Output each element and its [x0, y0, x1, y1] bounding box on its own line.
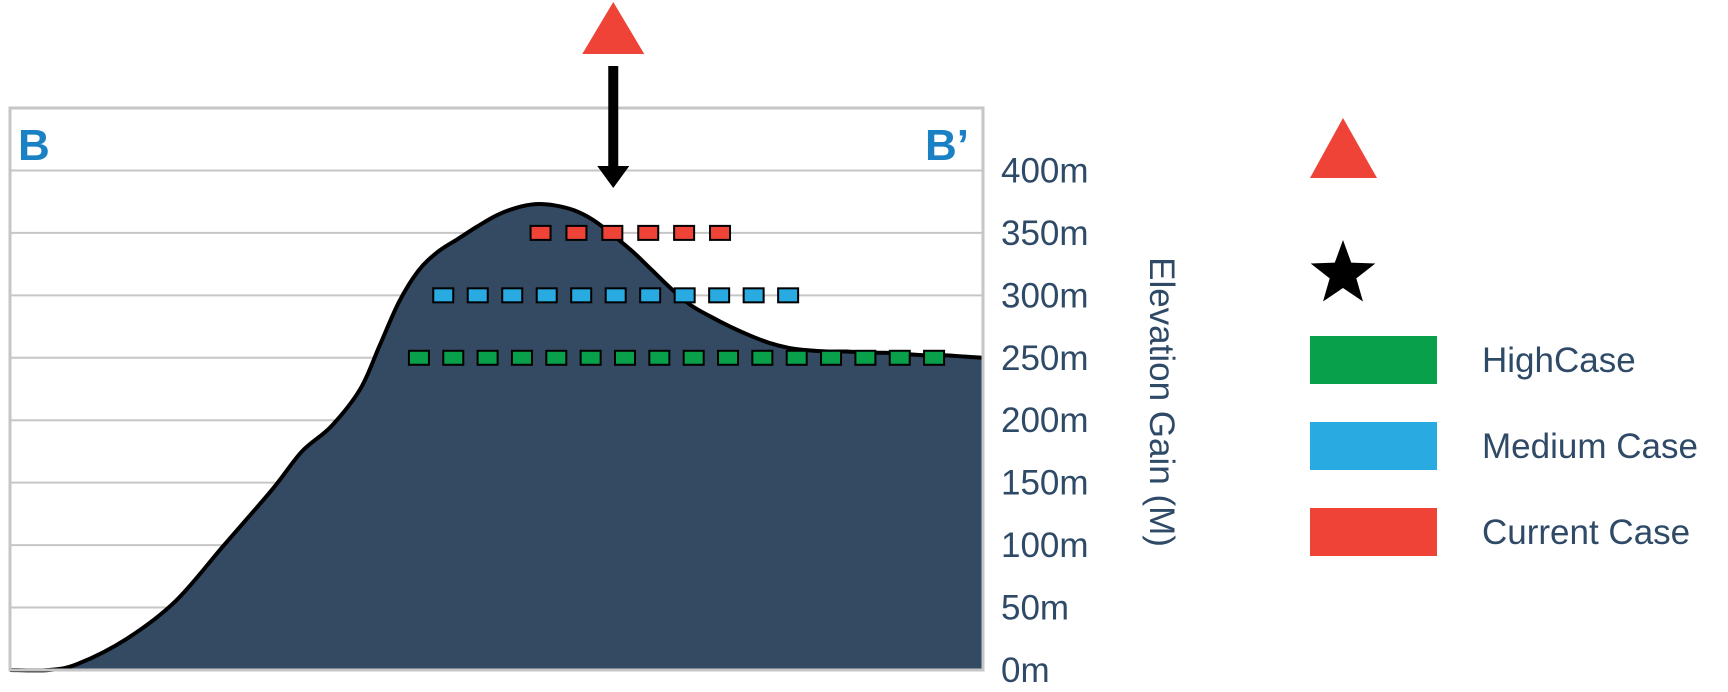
case-segment [637, 224, 660, 241]
star-icon [1310, 240, 1376, 302]
case-segment [673, 224, 696, 241]
peak-marker [582, 2, 645, 188]
triangle-icon [1310, 118, 1377, 178]
case-segment [601, 224, 624, 241]
case-segment [510, 349, 533, 366]
y-axis-tick-labels: 0m 50m 100m 150m 200m 250m 300m 350m 400m [1001, 151, 1089, 690]
legend-swatch [1310, 336, 1437, 384]
case-segment [717, 349, 740, 366]
case-segment [501, 287, 524, 304]
y-tick-label: 150m [1001, 464, 1089, 503]
case-segment [648, 349, 671, 366]
case-segment [545, 349, 568, 366]
case-segment [777, 287, 800, 304]
y-tick-label: 50m [1001, 589, 1069, 628]
case-segment [442, 349, 465, 366]
legend-swatch [1310, 422, 1437, 470]
case-segment [529, 224, 552, 241]
legend-swatch [1310, 508, 1437, 556]
y-axis-title: Elevation Gain (M) [1142, 257, 1181, 547]
peak-arrow-head [597, 166, 630, 188]
case-segment [570, 287, 593, 304]
peak-triangle-icon [582, 2, 645, 54]
case-segment [820, 349, 843, 366]
case-segment [709, 224, 732, 241]
case-segment [407, 349, 430, 366]
y-tick-label: 400m [1001, 151, 1089, 190]
elevation-profile-area [10, 204, 983, 671]
corner-label-left: B [18, 121, 50, 170]
case-segment [565, 224, 588, 241]
y-tick-label: 250m [1001, 339, 1089, 378]
case-segment [888, 349, 911, 366]
elevation-profile-outline [9, 202, 984, 673]
y-tick-label: 300m [1001, 276, 1089, 315]
case-segment [751, 349, 774, 366]
case-segment [613, 349, 636, 366]
legend-label: HighCase [1482, 341, 1636, 380]
plot-frame [8, 106, 985, 672]
legend-label: Medium Case [1482, 427, 1698, 466]
corner-label-right: B’ [925, 121, 969, 170]
case-segment [673, 287, 696, 304]
case-segment [742, 287, 765, 304]
legend-item [1310, 118, 1377, 178]
case-line-medium-case [432, 287, 800, 304]
case-segment [923, 349, 946, 366]
legend-item: Current Case [1310, 508, 1690, 556]
case-segment [785, 349, 808, 366]
y-tick-label: 350m [1001, 214, 1089, 253]
legend-label: Current Case [1482, 513, 1690, 552]
case-segment [579, 349, 602, 366]
legend-item [1310, 240, 1376, 302]
case-segment [604, 287, 627, 304]
legend-item: HighCase [1310, 336, 1636, 384]
y-tick-label: 100m [1001, 526, 1089, 565]
legend: HighCase Medium Case Current Case [1310, 118, 1698, 556]
case-line-highcase [407, 349, 946, 366]
case-lines [407, 224, 946, 366]
case-segment [854, 349, 877, 366]
case-line-current-case [529, 224, 732, 241]
case-segment [432, 287, 455, 304]
case-segment [708, 287, 731, 304]
case-segment [639, 287, 662, 304]
case-segment [476, 349, 499, 366]
y-tick-label: 0m [1001, 651, 1050, 690]
case-segment [466, 287, 489, 304]
legend-item: Medium Case [1310, 422, 1698, 470]
case-segment [535, 287, 558, 304]
y-tick-label: 200m [1001, 401, 1089, 440]
case-segment [682, 349, 705, 366]
